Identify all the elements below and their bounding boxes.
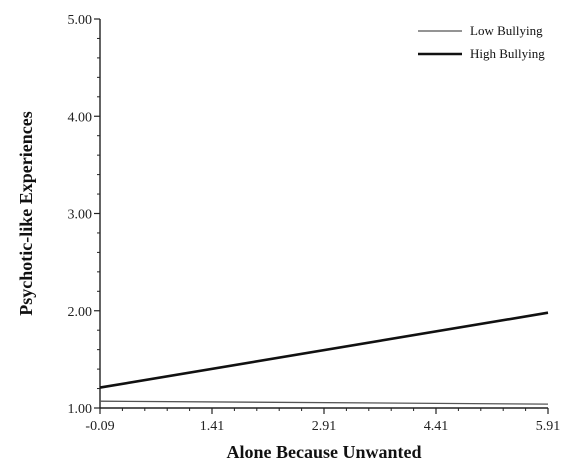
x-ticks: -0.09 1.41 2.91 4.41 5.91 xyxy=(85,408,560,434)
y-tick-label: 3.00 xyxy=(68,208,93,223)
series-line-low-bullying xyxy=(99,400,549,405)
x-tick-label: 4.41 xyxy=(424,419,449,434)
x-tick-label: 2.91 xyxy=(312,419,337,434)
legend: Low Bullying High Bullying xyxy=(418,23,545,61)
y-ticks: 1.00 2.00 3.00 4.00 5.00 xyxy=(68,13,100,417)
x-tick-label: -0.09 xyxy=(85,419,114,434)
y-tick-label: 1.00 xyxy=(68,402,93,417)
legend-label-high-bullying: High Bullying xyxy=(470,46,545,61)
y-tick-label: 2.00 xyxy=(68,305,93,320)
y-tick-label: 5.00 xyxy=(68,13,93,28)
x-tick-label: 1.41 xyxy=(200,419,225,434)
y-tick-label: 4.00 xyxy=(68,110,93,125)
legend-label-low-bullying: Low Bullying xyxy=(470,23,543,38)
y-axis-title: Psychotic-like Experiences xyxy=(16,111,36,315)
x-tick-label: 5.91 xyxy=(536,419,561,434)
series-line-high-bullying xyxy=(99,311,549,389)
x-axis-title: Alone Because Unwanted xyxy=(226,442,421,462)
series-lines xyxy=(99,311,549,405)
